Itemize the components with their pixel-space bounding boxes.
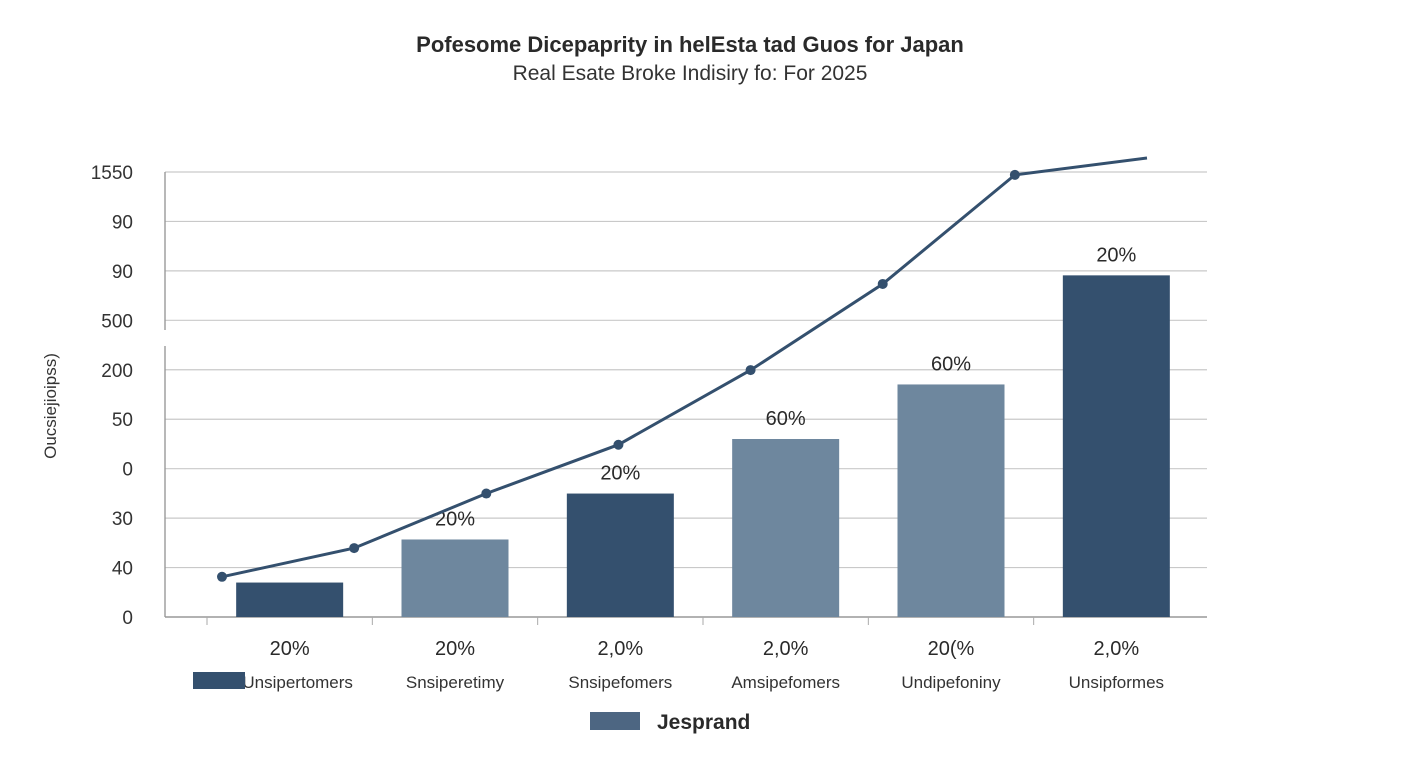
trend-point (877, 278, 888, 289)
x-tick-percent: 20% (270, 638, 310, 660)
y-tick-label: 50 (112, 410, 133, 431)
trend-line (221, 156, 1148, 579)
legend-swatch-2 (590, 712, 640, 730)
chart-subtitle: Real Esate Broke Indisiry fo: For 2025 (512, 62, 868, 85)
trend-point (217, 571, 227, 582)
x-tick-label: Amsipefomers (731, 673, 840, 692)
bar (732, 439, 840, 617)
legend-label-2: Jesprand (657, 711, 750, 734)
y-tick-label: 200 (101, 361, 133, 382)
legend-swatch-1 (193, 672, 245, 689)
bar-data-label: 20% (600, 463, 640, 485)
y-tick-label: 30 (112, 509, 133, 530)
x-tick-percent: 20% (435, 638, 475, 660)
y-tick-label: 0 (122, 460, 133, 481)
y-axis-label: Oucsiejioipss) (41, 353, 60, 459)
bar (401, 539, 509, 617)
trend-point (349, 543, 360, 554)
chart-title: Pofesome Dicepaprity in helEsta tad Guos… (416, 32, 964, 57)
x-tick-percent: 2,0% (1094, 638, 1140, 660)
bar-data-label: 20% (435, 508, 475, 530)
bar-data-label: 60% (766, 408, 806, 430)
bar (566, 493, 674, 617)
bar (897, 384, 1005, 617)
bar-data-label: 20% (1096, 244, 1136, 266)
y-tick-label: 90 (112, 262, 133, 283)
y-tick-label: 40 (112, 559, 133, 580)
x-tick-percent: 20(% (928, 638, 975, 660)
bar-data-label: 60% (931, 353, 971, 375)
x-tick-label: Undipefoniny (901, 673, 1001, 692)
y-tick-label: 500 (101, 311, 133, 332)
x-tick-label: Unsipertomers (242, 673, 353, 692)
trend-point (481, 488, 492, 499)
trend-point (613, 439, 624, 450)
y-tick-label: 0 (122, 608, 133, 629)
x-tick-label: Snsipefomers (568, 673, 672, 692)
bar (1062, 275, 1170, 617)
y-tick-label: 1550 (91, 163, 133, 184)
trend-point (745, 365, 756, 376)
trend-point (1009, 169, 1020, 180)
y-tick-label: 90 (112, 212, 133, 233)
x-tick-percent: 2,0% (598, 638, 644, 660)
bar (236, 582, 344, 617)
x-tick-percent: 2,0% (763, 638, 809, 660)
x-tick-label: Snsiperetimy (406, 673, 505, 692)
x-tick-label: Unsipformes (1069, 673, 1164, 692)
